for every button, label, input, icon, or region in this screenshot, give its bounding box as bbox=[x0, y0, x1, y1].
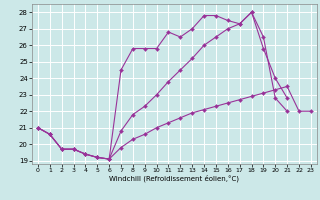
X-axis label: Windchill (Refroidissement éolien,°C): Windchill (Refroidissement éolien,°C) bbox=[109, 175, 239, 182]
